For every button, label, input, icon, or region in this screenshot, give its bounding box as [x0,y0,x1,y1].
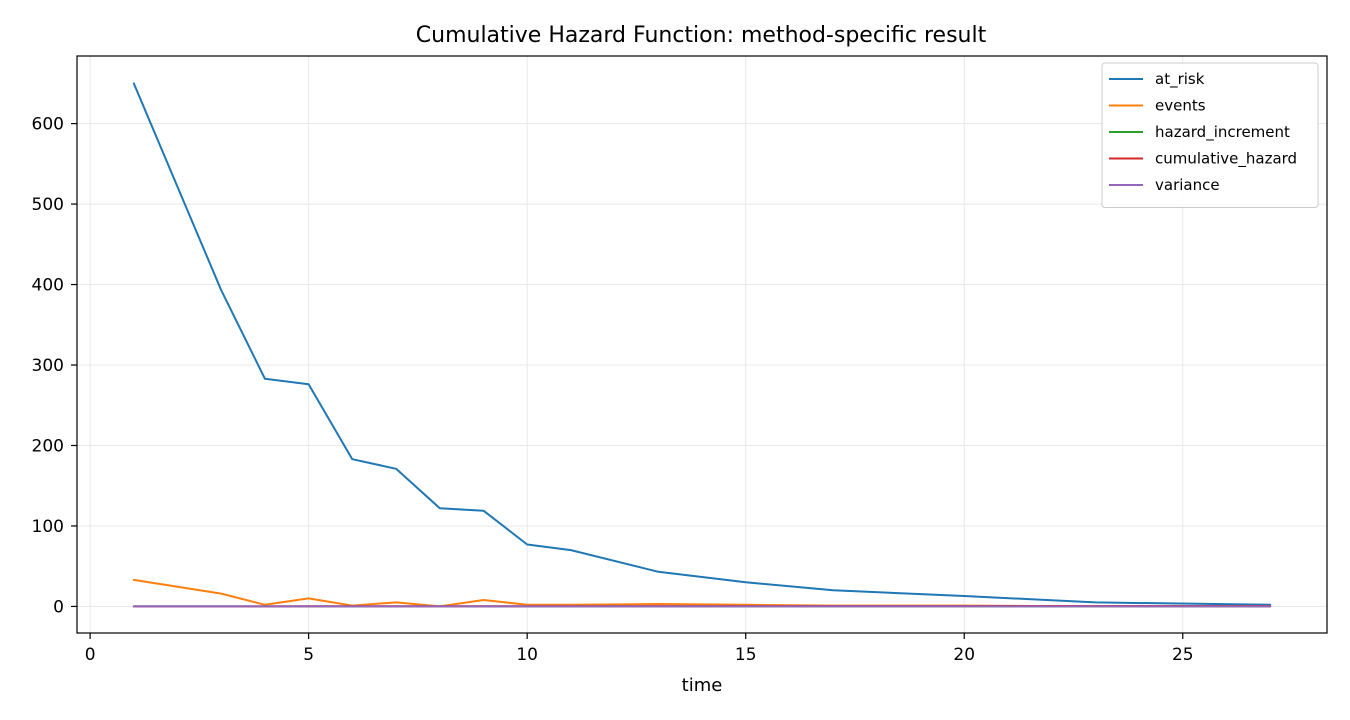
y-axis: 0 100 200 300 400 500 600 [32,115,77,617]
y-tick-label: 0 [53,597,64,617]
x-tick-label: 15 [735,645,757,665]
x-axis: 0 5 10 15 20 25 [85,633,1194,665]
x-tick-label: 10 [516,645,538,665]
x-tick-label: 0 [85,645,96,665]
y-tick-label: 400 [32,276,64,296]
plot-frame [76,55,1328,634]
legend-label: hazard_increment [1155,123,1290,142]
y-tick-label: 100 [32,517,64,537]
x-tick-label: 5 [303,645,314,665]
y-tick-label: 600 [32,115,64,135]
y-tick-label: 200 [32,436,64,456]
x-tick-label: 20 [953,645,975,665]
legend-label: at_risk [1155,70,1205,89]
legend-label: cumulative_hazard [1155,150,1297,169]
y-tick-label: 300 [32,356,64,376]
legend-box [1101,62,1319,208]
y-tick-label: 500 [32,195,64,215]
x-axis-label: time [682,675,723,696]
legend-label: variance [1155,176,1220,194]
legend-label: events [1155,97,1206,115]
x-tick-label: 25 [1172,645,1194,665]
chart-title: Cumulative Hazard Function: method-speci… [416,23,987,48]
series-lines [132,82,1272,608]
series-line-at-risk [132,82,1272,606]
